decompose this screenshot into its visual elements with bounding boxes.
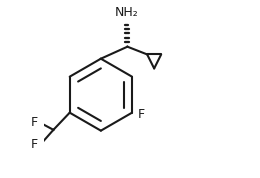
- Text: F: F: [31, 116, 38, 129]
- Text: NH₂: NH₂: [115, 6, 138, 19]
- Text: F: F: [31, 138, 38, 151]
- Text: F: F: [138, 108, 145, 121]
